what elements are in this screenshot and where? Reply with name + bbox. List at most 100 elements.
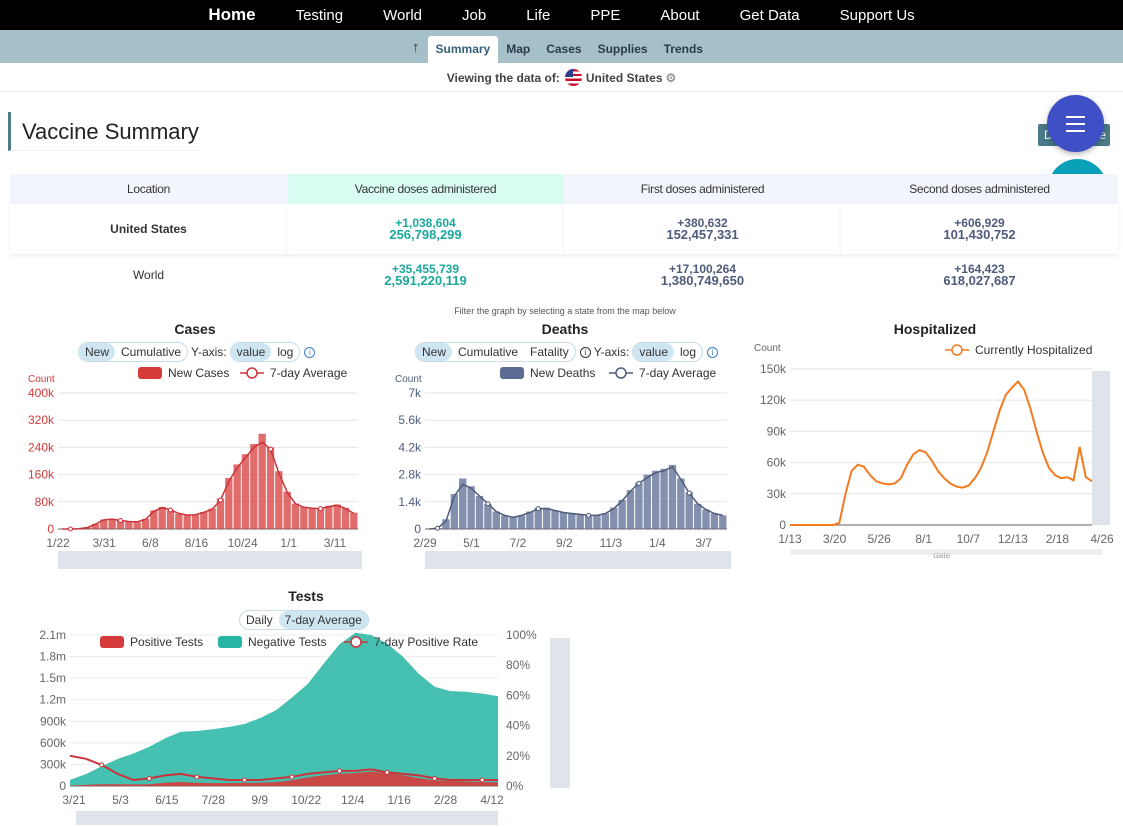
positive-rate-line xyxy=(69,754,498,782)
cases-cumulative-toggle[interactable]: Cumulative xyxy=(121,345,182,359)
cell-doses: +1,038,604 256,798,299 xyxy=(287,204,564,254)
nav-job[interactable]: Job xyxy=(462,6,487,24)
series-line xyxy=(429,465,723,530)
nav-home[interactable]: Home xyxy=(208,5,256,24)
zoom-slider xyxy=(76,811,498,825)
x-tick-label: 3/7 xyxy=(695,536,712,550)
sub-nav: ↑ Summary Map Cases Supplies Trends xyxy=(0,30,1123,63)
info-icon[interactable]: i xyxy=(304,346,316,358)
bar xyxy=(610,507,618,529)
deaths-chart[interactable]: Count New Deaths 7-day Average 7k 5.6k 4.2k 2.… xyxy=(385,362,737,572)
header-first-doses[interactable]: First doses administered xyxy=(564,174,841,204)
arrow-up-icon[interactable]: ↑ xyxy=(412,39,420,56)
bar xyxy=(618,499,626,529)
y2-tick-label: 0% xyxy=(506,779,524,793)
info-icon[interactable]: i xyxy=(579,346,591,358)
bar xyxy=(660,468,668,529)
bar xyxy=(584,515,593,529)
deaths-fatality-toggle[interactable]: Fatality xyxy=(530,345,569,359)
header-vaccine-doses[interactable]: Vaccine doses administered xyxy=(287,174,564,204)
cases-yaxis-label: Y-axis: xyxy=(191,345,227,359)
first-increase: +17,100,264 xyxy=(668,262,737,276)
tests-daily-toggle[interactable]: Daily xyxy=(246,613,273,627)
cases-new-toggle[interactable]: New xyxy=(79,343,116,361)
series-line xyxy=(790,379,1093,526)
filter-note: Filter the graph by selecting a state fr… xyxy=(454,306,676,316)
cases-value-toggle[interactable]: value xyxy=(230,343,272,361)
tests-title: Tests xyxy=(288,588,324,604)
y2-tick-label: 20% xyxy=(506,749,530,763)
deaths-controls: New Cumulative Fatality i Y-axis: value … xyxy=(415,342,719,362)
nav-get-data[interactable]: Get Data xyxy=(739,6,800,24)
first-total: 152,457,331 xyxy=(666,227,739,242)
bar xyxy=(108,518,116,529)
x-tick-label: 9/9 xyxy=(251,793,268,807)
bar xyxy=(191,514,200,529)
viewing-country[interactable]: United States xyxy=(585,70,663,85)
cases-chart[interactable]: Count New Cases 7-day Average 400k 320k 240k 1… xyxy=(18,362,368,572)
info-icon[interactable]: i xyxy=(707,346,719,358)
bar xyxy=(702,509,710,529)
y-axis-label: Count xyxy=(754,343,781,354)
tab-trends[interactable]: Trends xyxy=(663,42,703,56)
legend-label: Negative Tests xyxy=(248,635,327,649)
legend-marker xyxy=(246,367,258,379)
hospitalized-chart[interactable]: Count Currently Hospitalized 150k 120k 90k 60… xyxy=(752,338,1117,573)
nav-support-us[interactable]: Support Us xyxy=(839,6,915,24)
deaths-new-toggle[interactable]: New xyxy=(416,343,453,361)
deaths-cumulative-toggle[interactable]: Cumulative xyxy=(458,345,519,359)
y-tick-label: 5.6k xyxy=(398,413,422,427)
bar xyxy=(685,492,693,529)
line-point xyxy=(336,768,342,774)
y-tick-label: 400k xyxy=(28,386,55,400)
y-tick-label: 1.2m xyxy=(39,693,66,707)
x-tick-label: 4/26 xyxy=(1090,532,1114,546)
legend-swatch xyxy=(218,636,242,648)
cases-title: Cases xyxy=(174,321,216,337)
nav-life[interactable]: Life xyxy=(526,6,551,24)
bar xyxy=(626,490,635,529)
tab-cases[interactable]: Cases xyxy=(546,42,582,56)
line-point xyxy=(686,490,692,496)
vaccine-table: Location Vaccine doses administered Firs… xyxy=(10,174,1118,296)
cases-log-toggle[interactable]: log xyxy=(277,345,294,359)
tab-summary[interactable]: Summary xyxy=(427,36,499,63)
tests-7day-toggle[interactable]: 7-day Average xyxy=(278,611,368,629)
x-tick-label: 5/1 xyxy=(463,536,480,550)
doses-increase: +1,038,604 xyxy=(395,216,456,230)
bar xyxy=(693,503,702,529)
x-tick-label: 1/22 xyxy=(46,536,70,550)
y-tick-label: 0 xyxy=(779,518,786,532)
cell-location: United States xyxy=(10,204,287,254)
negative-tests-area xyxy=(70,632,498,786)
bar xyxy=(325,505,333,529)
nav-world[interactable]: World xyxy=(383,6,422,24)
header-second-doses[interactable]: Second doses administered xyxy=(841,174,1118,204)
y-tick-label: 2.8k xyxy=(398,468,422,482)
cell-second: +164,423 618,027,687 xyxy=(841,254,1118,296)
line-point xyxy=(146,775,152,781)
line-point xyxy=(485,501,491,507)
nav-about[interactable]: About xyxy=(660,6,700,24)
nav-testing[interactable]: Testing xyxy=(295,6,344,24)
tab-map[interactable]: Map xyxy=(506,42,531,56)
x-tick-label: 5/3 xyxy=(112,793,129,807)
menu-button[interactable] xyxy=(1047,95,1104,152)
deaths-log-toggle[interactable]: log xyxy=(680,345,697,359)
bar xyxy=(677,478,685,529)
y-tick-label: 4.2k xyxy=(398,440,422,454)
nav-ppe[interactable]: PPE xyxy=(590,6,621,24)
y-tick-label: 60k xyxy=(767,456,787,470)
legend-marker xyxy=(350,636,362,648)
bar xyxy=(308,507,316,529)
bar xyxy=(300,506,308,529)
y-tick-label: 600k xyxy=(40,736,67,750)
bar xyxy=(459,478,467,529)
x-tick-label: 3/31 xyxy=(92,536,116,550)
bar xyxy=(258,433,266,529)
tab-supplies[interactable]: Supplies xyxy=(597,42,648,56)
gear-icon[interactable]: ⚙ xyxy=(665,70,677,85)
deaths-value-toggle[interactable]: value xyxy=(633,343,674,361)
tests-chart[interactable]: 2.1m 1.8m 1.5m 1.2m 900k 600k 300k 0 100% 80% 60% 4… xyxy=(18,625,578,827)
x-tick-label: 2/28 xyxy=(434,793,458,807)
